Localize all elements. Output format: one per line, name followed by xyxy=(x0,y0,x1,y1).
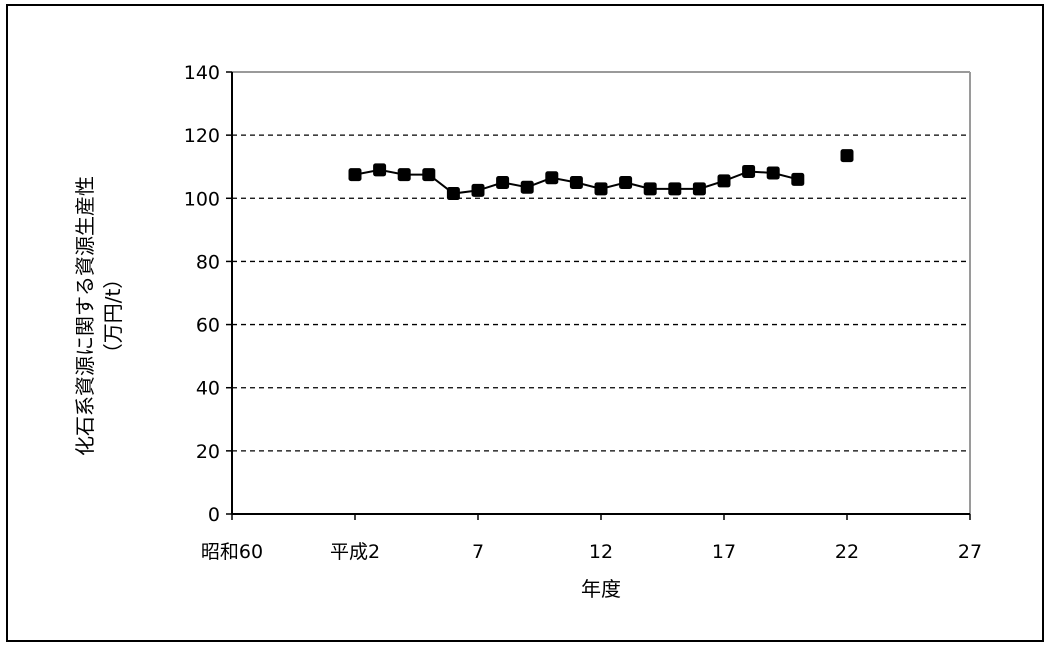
x-axis-title: 年度 xyxy=(581,577,621,601)
data-point-marker xyxy=(569,176,583,189)
y-axis-title: 化石系資源に関する資源生産性 （万円/t） xyxy=(73,176,125,456)
data-point-marker xyxy=(348,168,362,182)
x-tick-label: 7 xyxy=(472,541,484,563)
y-axis-title-line2: （万円/t） xyxy=(101,269,125,364)
data-point-marker xyxy=(496,176,510,189)
series-layer xyxy=(348,149,854,201)
data-point-marker xyxy=(545,171,559,185)
data-point-marker xyxy=(471,183,485,197)
x-tick-label: 27 xyxy=(958,541,982,563)
x-tick-label: 22 xyxy=(835,541,859,563)
data-point-marker xyxy=(520,180,534,194)
data-point-marker xyxy=(619,176,633,189)
data-point-marker xyxy=(766,166,780,180)
y-tick-label: 100 xyxy=(184,188,220,210)
y-tick-label: 140 xyxy=(184,62,220,84)
data-point-marker xyxy=(446,187,460,201)
y-tick-label: 80 xyxy=(196,251,220,273)
x-tick-label: 12 xyxy=(589,541,613,563)
y-tick-label: 20 xyxy=(196,441,220,463)
y-tick-label: 60 xyxy=(196,315,220,337)
y-axis-title-line1: 化石系資源に関する資源生産性 xyxy=(73,176,97,456)
y-tick-label: 120 xyxy=(184,125,220,147)
chart-frame: 0 20 40 60 80 100 120 140 昭和60 平成2 7 12 17 22 27 年度 化… xyxy=(6,4,1044,642)
data-point-marker xyxy=(643,182,657,196)
data-point-marker xyxy=(594,182,608,196)
data-point-marker xyxy=(422,168,436,182)
data-point-marker xyxy=(373,163,387,177)
line-chart: 0 20 40 60 80 100 120 140 昭和60 平成2 7 12 17 22 27 年度 化… xyxy=(73,62,982,601)
x-axis-ticks: 昭和60 平成2 7 12 17 22 27 xyxy=(201,514,982,563)
y-tick-label: 0 xyxy=(208,504,220,526)
y-axis-ticks: 0 20 40 60 80 100 120 140 xyxy=(184,62,232,526)
y-tick-label: 40 xyxy=(196,378,220,400)
data-point-marker xyxy=(692,182,706,196)
plot-area xyxy=(231,71,971,515)
data-point-marker xyxy=(397,168,411,182)
x-tick-label: 平成2 xyxy=(330,541,380,563)
data-point-marker xyxy=(742,164,756,178)
data-point-marker xyxy=(668,182,682,196)
data-point-marker xyxy=(840,149,854,163)
x-tick-label: 昭和60 xyxy=(201,541,263,563)
data-point-marker xyxy=(791,172,805,186)
x-tick-label: 17 xyxy=(712,541,736,563)
data-point-marker xyxy=(717,174,731,188)
